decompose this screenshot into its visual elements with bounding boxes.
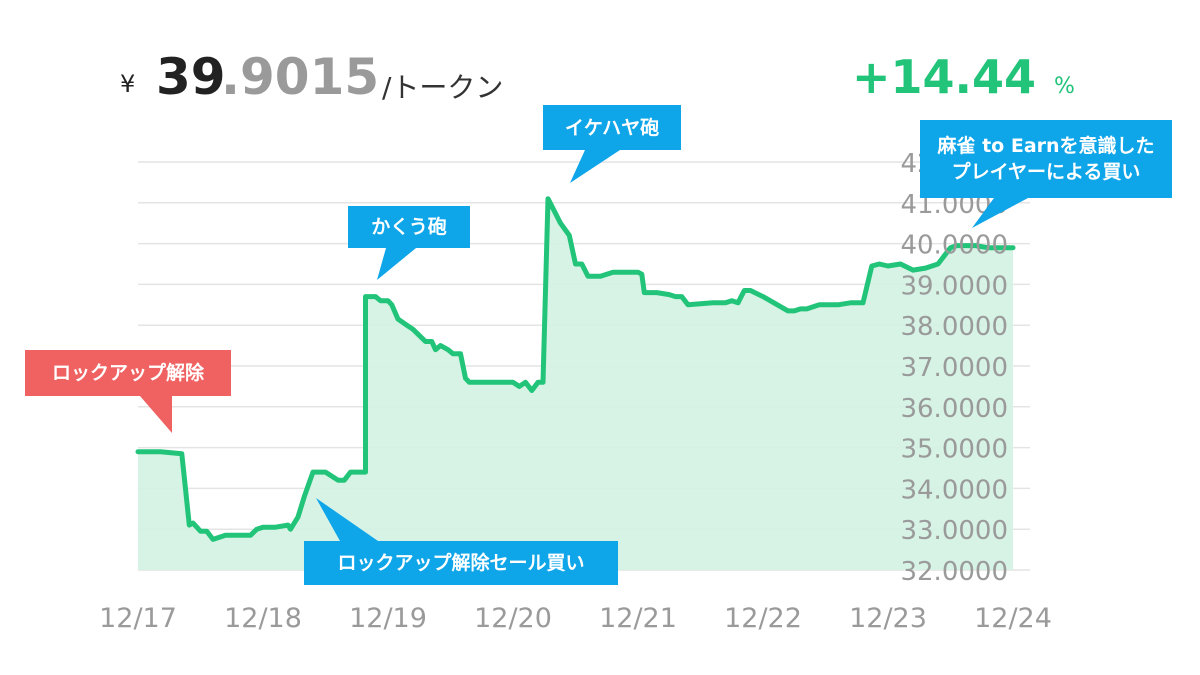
x-tick-label: 12/23 <box>849 603 927 634</box>
price-change-unit: % <box>1054 74 1075 99</box>
x-tick-label: 12/19 <box>349 603 427 634</box>
callout-pointers <box>140 150 1028 541</box>
y-tick-label: 37.0000 <box>900 353 1008 383</box>
price-line <box>135 196 1016 542</box>
callout-pointer-mahjong <box>972 198 1028 228</box>
x-tick-label: 12/21 <box>599 603 677 634</box>
price-unit: /トークン <box>382 71 504 104</box>
price-area <box>138 198 1013 570</box>
callout-pointer-lockup <box>140 396 172 433</box>
x-tick-label: 12/24 <box>974 603 1052 634</box>
x-axis-ticks: 12/17 12/18 12/19 12/20 12/21 12/22 12/23 12/24 <box>99 603 1052 634</box>
price-header: ¥ 39 .9015 /トークン +14.44 % <box>0 0 1200 130</box>
x-tick-label: 12/22 <box>724 603 802 634</box>
x-tick-label: 12/17 <box>99 603 177 634</box>
callout-lockup-sell-text: ロックアップ解除セール買い <box>337 552 585 574</box>
y-tick-label: 32.0000 <box>900 557 1008 587</box>
y-tick-label: 38.0000 <box>900 312 1008 342</box>
x-tick-label: 12/20 <box>474 603 552 634</box>
callout-lockup-text: ロックアップ解除 <box>51 362 204 384</box>
currency-symbol: ¥ <box>120 70 136 98</box>
y-tick-label: 40.0000 <box>900 231 1008 261</box>
price-change: +14.44 <box>852 50 1037 104</box>
callout-mahjong: 麻雀 to Earnを意識した プレイヤーによる買い <box>920 120 1172 198</box>
callout-pointer-kakuu <box>377 248 416 280</box>
price-decimal: .9015 <box>221 48 380 106</box>
x-tick-label: 12/18 <box>224 603 302 634</box>
callout-ikehaya: イケハヤ砲 <box>543 105 681 150</box>
callout-kakuu-text: かくう砲 <box>371 216 447 238</box>
y-tick-label: 34.0000 <box>900 475 1008 505</box>
callout-kakuu: かくう砲 <box>348 206 470 248</box>
y-tick-label: 33.0000 <box>900 516 1008 546</box>
callout-mahjong-line2: プレイヤーによる買い <box>951 161 1141 183</box>
y-tick-label: 39.0000 <box>900 271 1008 301</box>
y-tick-label: 36.0000 <box>900 394 1008 424</box>
callout-pointer-lockup-sell <box>316 498 378 541</box>
y-tick-label: 35.0000 <box>900 435 1008 465</box>
callout-ikehaya-text: イケハヤ砲 <box>564 116 660 139</box>
callout-lockup: ロックアップ解除 <box>25 350 231 396</box>
price-integer: 39 <box>156 48 226 106</box>
callout-lockup-sell: ロックアップ解除セール買い <box>304 541 618 585</box>
callout-mahjong-line1: 麻雀 to Earnを意識した <box>937 135 1155 157</box>
callout-pointer-ikehaya <box>570 150 620 183</box>
